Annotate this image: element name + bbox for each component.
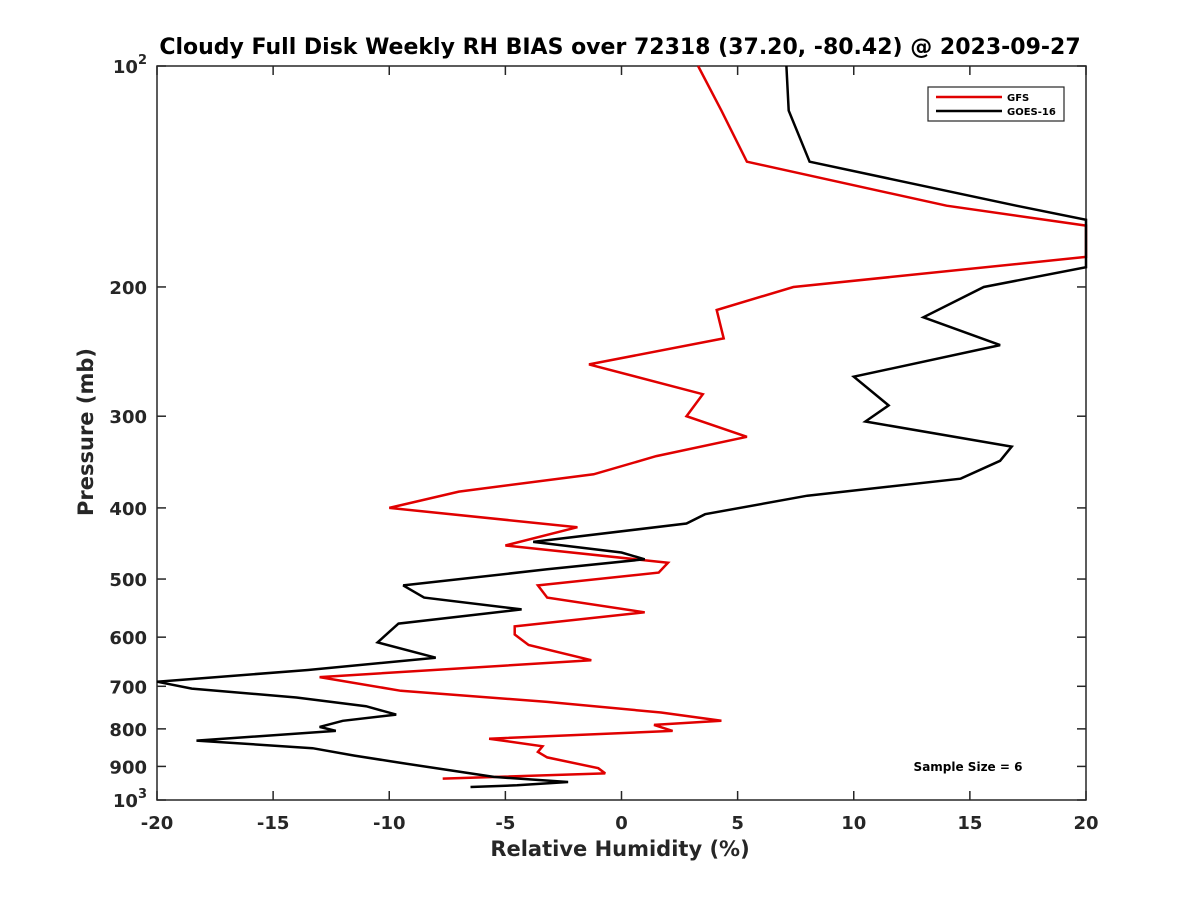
x-tick-label: 0: [615, 813, 628, 834]
y-tick-label: 500: [109, 570, 147, 591]
x-axis-ticks: -20 -15 -10 -5 0 5 10 15 20: [141, 66, 1099, 834]
y-tick-label: 103: [113, 787, 147, 812]
y-tick-label: 900: [109, 757, 147, 778]
legend-label-goes16: GOES-16: [1007, 107, 1056, 118]
x-tick-label: -15: [257, 813, 290, 834]
series-lines: [156, 65, 1088, 789]
y-tick-label: 800: [109, 720, 147, 741]
y-tick-label: 102: [113, 53, 147, 78]
y-tick-label: 400: [109, 499, 147, 520]
y-tick-label: 600: [109, 628, 147, 649]
y-axis-ticks: 102 200 300 400 500 600 700 800 900 103: [109, 53, 1086, 812]
plot-area: -20 -15 -10 -5 0 5 10 15 20 102 200 300 400 500 600 70…: [109, 53, 1098, 834]
x-tick-label: 10: [841, 813, 866, 834]
legend-label-gfs: GFS: [1007, 93, 1029, 104]
series-line-gfs: [319, 65, 1088, 780]
x-tick-label: -5: [495, 813, 515, 834]
y-axis-label: Pressure (mb): [74, 348, 98, 516]
axes-frame: [156, 65, 1087, 801]
sample-size-annotation: Sample Size = 6: [914, 760, 1023, 774]
y-tick-label: 700: [109, 677, 147, 698]
y-tick-label: 300: [109, 407, 147, 428]
x-tick-label: 15: [957, 813, 982, 834]
y-tick-label: 200: [109, 278, 147, 299]
legend: GFS GOES-16: [927, 86, 1065, 122]
chart-title: Cloudy Full Disk Weekly RH BIAS over 723…: [159, 35, 1080, 60]
x-tick-label: 20: [1073, 813, 1098, 834]
x-tick-label: -20: [141, 813, 174, 834]
x-tick-label: -10: [373, 813, 406, 834]
x-axis-label: Relative Humidity (%): [490, 837, 749, 861]
legend-box: [927, 86, 1065, 122]
x-tick-label: 5: [731, 813, 744, 834]
series-line-goes16: [156, 65, 1088, 789]
